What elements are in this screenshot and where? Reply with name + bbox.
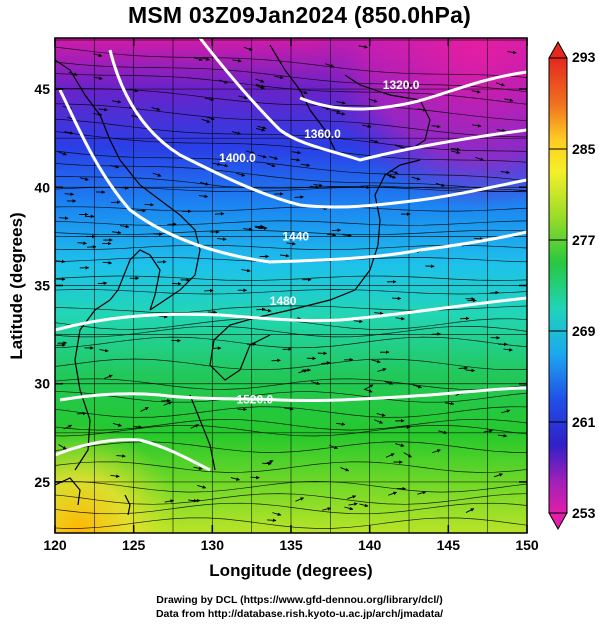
lon-tick-label: 140: [358, 537, 382, 553]
contour-label: 1360.0: [304, 127, 341, 141]
lat-tick-label: 45: [34, 81, 50, 97]
lon-tick-label: 125: [122, 537, 146, 553]
colorbar: 293 285 277 269 261 253: [548, 40, 596, 531]
footer-credit-drawing: Drawing by DCL (https://www.gfd-dennou.o…: [156, 594, 443, 606]
lat-tick-label: 25: [34, 474, 50, 490]
lat-tick-label: 35: [34, 278, 50, 294]
contour-label: 1320.0: [383, 78, 420, 92]
footer-credit-data: Data from http://database.rish.kyoto-u.a…: [155, 608, 444, 620]
colorbar-bottom-arrow: [548, 512, 568, 531]
contour-label: 1400.0: [219, 151, 256, 165]
colorbar-tick-label: 277: [572, 232, 596, 248]
contour-labels: 1320.0 1360.0 1400.0 1440 1480 1520.0: [219, 78, 420, 406]
temperature-field: [55, 38, 527, 533]
colorbar-top-arrow: [548, 40, 568, 59]
lat-tick-label: 30: [34, 376, 50, 392]
contour-label: 1440: [282, 229, 309, 243]
lat-tick-label: 40: [34, 179, 50, 195]
colorbar-tick-label: 253: [572, 505, 596, 521]
colorbar-scale: [548, 57, 568, 514]
colorbar-tick-label: 293: [572, 49, 596, 65]
longitude-ticks: 120 125 130 135 140 145 150: [43, 38, 539, 553]
lon-tick-label: 145: [437, 537, 461, 553]
latitude-ticks: 25 30 35 40 45: [34, 81, 527, 490]
lon-tick-label: 130: [201, 537, 225, 553]
colorbar-tick-label: 261: [572, 414, 596, 430]
contour-label: 1520.0: [236, 392, 273, 406]
height-contours: [55, 38, 527, 472]
colorbar-tick-label: 269: [572, 323, 596, 339]
map-title: MSM 03Z09Jan2024 (850.0hPa): [128, 2, 471, 28]
x-axis-label: Longitude (degrees): [209, 561, 372, 580]
contour-label: 1480: [270, 294, 297, 308]
lon-tick-label: 120: [43, 537, 67, 553]
lon-tick-label: 135: [279, 537, 303, 553]
lon-tick-label: 150: [515, 537, 539, 553]
colorbar-tick-label: 285: [572, 141, 596, 157]
y-axis-label: Latitude (degrees): [7, 212, 26, 359]
